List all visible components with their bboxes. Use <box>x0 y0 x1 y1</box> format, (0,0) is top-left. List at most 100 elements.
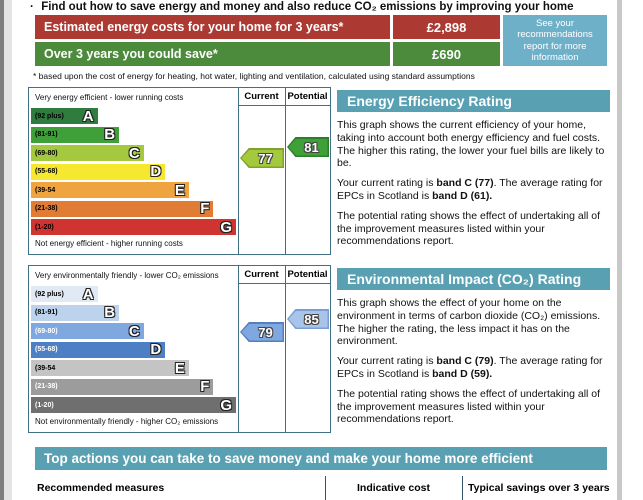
current-column-header: Current <box>244 91 279 102</box>
band-row-f: (21-38) F <box>31 200 236 220</box>
band-bar-c: (69-80) C <box>31 145 144 161</box>
energy-efficiency-chart: Very energy efficient - lower running co… <box>28 87 331 255</box>
band-range-label: (21-38) <box>35 205 58 212</box>
column-header-underline <box>238 105 330 106</box>
band-letter: A <box>82 107 94 125</box>
band-range-label: (92 plus) <box>35 290 64 298</box>
band-bar-a: (92 plus) A <box>31 108 98 124</box>
column-header-underline <box>238 283 330 284</box>
savings-row: Over 3 years you could save* £690 <box>35 42 500 66</box>
band-letter: D <box>150 163 162 180</box>
energy-rating-bands: (92 plus) A (81-91) B (69-80) C (55-68) D (39-54… <box>31 108 236 238</box>
band-range-label: (92 plus) <box>35 112 64 120</box>
env-paragraph-2: Your current rating is band C (79). The … <box>337 355 603 380</box>
current-column-divider <box>238 266 239 432</box>
savings-label: Over 3 years you could save* <box>35 42 390 66</box>
band-row-b: (81-91) B <box>31 304 236 324</box>
band-bar-b: (81-91) B <box>31 126 120 143</box>
band-letter: C <box>128 144 140 162</box>
band-bar-g: (1-20) G <box>31 397 236 413</box>
band-row-e: (39-54 E <box>31 182 236 201</box>
potential-column-header: Potential <box>287 269 328 280</box>
env-current-rating-value: 79 <box>258 324 274 340</box>
band-row-g: (1-20) G <box>31 397 236 416</box>
band-bar-f: (21-38) F <box>31 200 214 217</box>
band-letter: A <box>82 285 94 303</box>
measures-table-divider-2 <box>462 476 463 500</box>
environmental-impact-panel: Environmental Impact (CO₂) Rating This g… <box>337 268 610 426</box>
band-letter: E <box>174 181 185 199</box>
env-current-rating-pointer: 79 <box>240 322 284 342</box>
energy-paragraph-3: The potential rating shows the effect of… <box>337 209 601 248</box>
typical-savings-column-header: Typical savings over 3 years <box>468 482 610 494</box>
pointer-fill: 79 <box>241 323 283 341</box>
estimated-costs-label: Estimated energy costs for your home for… <box>35 15 390 39</box>
band-row-b: (81-91) B <box>31 126 236 146</box>
band-range-label: (55-68) <box>35 346 58 353</box>
env-section-title: Environmental Impact (CO₂) Rating <box>337 268 610 290</box>
env-chart-bottom-label: Not environmentally friendly - higher CO… <box>35 417 219 426</box>
estimated-costs-value: £2,898 <box>393 15 500 39</box>
band-bar-d: (55-68) D <box>31 341 166 358</box>
indicative-cost-column-header: Indicative cost <box>357 482 430 494</box>
env-paragraph-3: The potential rating shows the effect of… <box>337 387 601 426</box>
savings-value: £690 <box>393 42 500 66</box>
current-column-divider <box>238 88 239 254</box>
potential-column-header: Potential <box>287 91 328 102</box>
band-row-d: (55-68) D <box>31 163 236 183</box>
bullet-dot: · <box>30 1 34 13</box>
band-letter: B <box>104 126 116 143</box>
band-row-g: (1-20) G <box>31 219 236 238</box>
environmental-impact-chart: Very environmentally friendly - lower CO… <box>28 265 331 433</box>
band-letter: D <box>150 341 162 358</box>
energy-paragraph-2: Your current rating is band C (77). The … <box>337 177 603 202</box>
band-letter: G <box>220 218 233 236</box>
env-rating-bands: (92 plus) A (81-91) B (69-80) C (55-68) D (39-54… <box>31 286 236 416</box>
energy-current-rating-pointer: 77 <box>240 148 284 168</box>
current-column-header: Current <box>244 269 279 280</box>
band-bar-e: (39-54 E <box>31 182 189 198</box>
band-range-label: (1-20) <box>35 401 54 409</box>
band-range-label: (69-80) <box>35 149 58 157</box>
band-bar-e: (39-54 E <box>31 360 189 376</box>
band-bar-b: (81-91) B <box>31 304 120 321</box>
band-row-a: (92 plus) A <box>31 108 236 127</box>
page-edge-right <box>617 0 622 500</box>
top-actions-header: Top actions you can take to save money a… <box>35 447 607 470</box>
env-paragraph-1: This graph shows the effect of your home… <box>337 297 601 348</box>
recommended-measures-column-header: Recommended measures <box>37 482 165 494</box>
band-bar-d: (55-68) D <box>31 163 166 180</box>
energy-section-title: Energy Efficiency Rating <box>337 90 610 112</box>
band-range-label: (55-68) <box>35 168 58 175</box>
band-bar-a: (92 plus) A <box>31 286 98 302</box>
band-letter: F <box>200 378 210 395</box>
page-edge-shadow-left <box>0 0 4 500</box>
env-potential-rating-pointer: 85 <box>287 309 329 329</box>
assumptions-footnote: * based upon the cost of energy for heat… <box>33 71 475 81</box>
band-bar-f: (21-38) F <box>31 378 214 395</box>
estimated-costs-row: Estimated energy costs for your home for… <box>35 15 500 39</box>
band-letter: E <box>174 359 185 377</box>
band-letter: F <box>200 200 210 217</box>
pointer-fill: 85 <box>288 310 328 328</box>
band-letter: B <box>104 304 116 321</box>
energy-chart-top-label: Very energy efficient - lower running co… <box>35 93 184 102</box>
intro-bullet-line: · Find out how to save energy and money … <box>30 1 615 13</box>
band-range-label: (39-54 <box>35 186 56 194</box>
energy-potential-rating-pointer: 81 <box>287 137 329 157</box>
band-range-label: (81-91) <box>35 131 58 138</box>
measures-table-divider-1 <box>325 476 326 500</box>
potential-column-divider <box>285 88 286 254</box>
intro-text: Find out how to save energy and money an… <box>41 1 574 13</box>
band-row-e: (39-54 E <box>31 360 236 379</box>
energy-paragraph-1: This graph shows the current efficiency … <box>337 119 605 170</box>
energy-potential-rating-value: 81 <box>304 139 320 155</box>
env-chart-top-label: Very environmentally friendly - lower CO… <box>35 271 219 280</box>
pointer-fill: 77 <box>241 149 283 167</box>
band-row-c: (69-80) C <box>31 323 236 342</box>
band-range-label: (1-20) <box>35 223 54 231</box>
band-range-label: (81-91) <box>35 309 58 316</box>
env-potential-rating-value: 85 <box>304 311 320 327</box>
energy-efficiency-panel: Energy Efficiency Rating This graph show… <box>337 90 610 248</box>
